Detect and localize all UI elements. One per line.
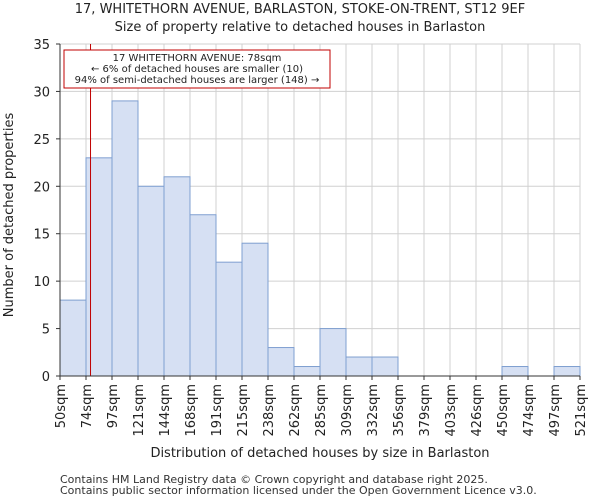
x-tick-label: 521sqm <box>574 384 589 437</box>
bar-332sqm <box>371 356 399 377</box>
x-tick-label: 215sqm <box>236 384 251 437</box>
y-ticks: 0 5 10 15 20 25 30 35 <box>33 38 60 385</box>
footer-line-1: Contains HM Land Registry data © Crown c… <box>60 473 488 486</box>
x-tick-label: 262sqm <box>288 384 303 437</box>
x-tick-label: 497sqm <box>548 384 563 437</box>
bar-262sqm <box>293 366 321 377</box>
x-tick-label: 238sqm <box>262 384 277 437</box>
x-tick-label: 74sqm <box>80 384 95 428</box>
annotation: 17 WHITETHORN AVENUE: 78sqm← 6% of detac… <box>63 49 331 89</box>
x-tick-label: 450sqm <box>496 384 511 437</box>
x-axis-label: Distribution of detached houses by size … <box>150 446 489 461</box>
y-tick-label: 0 <box>42 370 50 385</box>
bar-97sqm <box>111 100 139 377</box>
bar-50sqm <box>59 299 87 377</box>
bar-309sqm <box>345 356 373 377</box>
y-axis-label: Number of detached properties <box>2 113 17 318</box>
bar-168sqm <box>189 214 217 377</box>
annotation-line-1: 17 WHITETHORN AVENUE: 78sqm <box>113 53 282 64</box>
y-tick-label: 30 <box>33 85 50 100</box>
x-tick-label: 121sqm <box>132 384 147 437</box>
annotation-line-3: 94% of semi-detached houses are larger (… <box>75 75 320 86</box>
x-tick-label: 285sqm <box>314 384 329 437</box>
chart-title: 17, WHITETHORN AVENUE, BARLASTON, STOKE-… <box>74 2 526 17</box>
y-tick-label: 25 <box>33 133 50 148</box>
x-tick-label: 144sqm <box>158 384 173 437</box>
x-tick-label: 474sqm <box>522 384 537 437</box>
x-tick-label: 356sqm <box>392 384 407 437</box>
x-tick-label: 426sqm <box>470 384 485 437</box>
y-tick-label: 15 <box>33 228 50 243</box>
bar-450sqm <box>501 366 529 377</box>
bars <box>59 100 581 377</box>
y-tick-label: 5 <box>42 323 50 338</box>
bar-144sqm <box>163 176 191 377</box>
x-tick-label: 168sqm <box>184 384 199 437</box>
bar-238sqm <box>267 347 295 377</box>
bar-74sqm <box>85 157 113 377</box>
annotation-line-2: ← 6% of detached houses are smaller (10) <box>91 64 303 75</box>
x-ticks: 50sqm 74sqm 97sqm 121sqm 144sqm 168sqm 191sqm 2… <box>54 376 589 437</box>
x-tick-label: 379sqm <box>418 384 433 437</box>
y-tick-label: 35 <box>33 38 50 53</box>
x-tick-label: 309sqm <box>340 384 355 437</box>
bar-191sqm <box>215 261 243 377</box>
x-tick-label: 403sqm <box>444 384 459 437</box>
annotation-box <box>63 49 331 89</box>
y-tick-label: 10 <box>33 275 50 290</box>
bar-497sqm <box>553 366 581 377</box>
bar-285sqm <box>319 328 347 377</box>
x-tick-label: 50sqm <box>54 384 69 428</box>
footer-line-2: Contains public sector information licen… <box>60 484 537 497</box>
x-tick-label: 97sqm <box>106 384 121 428</box>
x-tick-label: 191sqm <box>210 384 225 437</box>
bar-215sqm <box>241 242 269 377</box>
x-tick-label: 332sqm <box>366 384 381 437</box>
bar-121sqm <box>137 185 165 377</box>
chart-subtitle: Size of property relative to detached ho… <box>114 20 486 35</box>
y-tick-label: 20 <box>33 180 50 195</box>
